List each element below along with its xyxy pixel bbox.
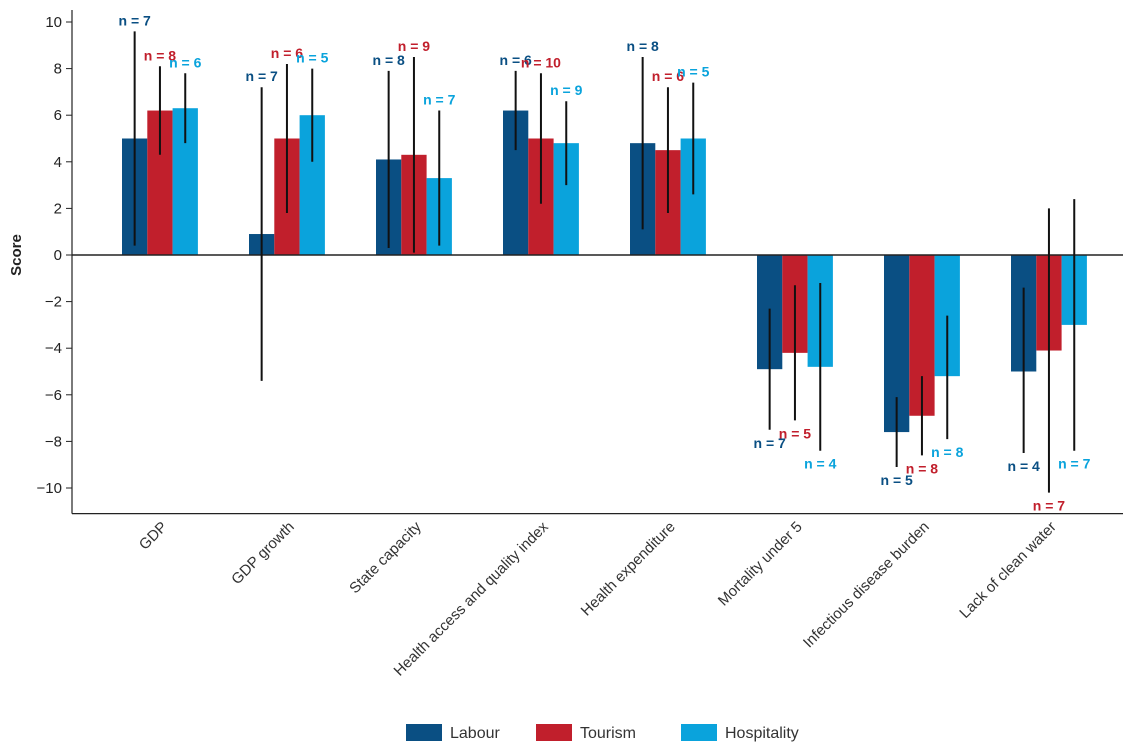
y-tick-label: −2 bbox=[45, 294, 62, 311]
x-tick-label: Health access and quality index bbox=[391, 518, 553, 680]
n-label: n = 6 bbox=[169, 54, 202, 70]
n-label: n = 6 bbox=[500, 52, 533, 68]
n-label: n = 5 bbox=[881, 472, 914, 488]
legend-label: Labour bbox=[450, 725, 500, 742]
n-label: n = 7 bbox=[246, 68, 279, 84]
legend-swatch bbox=[681, 724, 717, 741]
n-label: n = 9 bbox=[550, 82, 583, 98]
y-tick-label: −8 bbox=[45, 433, 62, 450]
axes-group: −10 −8 −6 −4 −2 0 2 4 6 8 10 bbox=[37, 10, 1123, 515]
x-tick-label: Mortality under 5 bbox=[715, 518, 806, 609]
n-label: n = 8 bbox=[144, 47, 177, 63]
error-bars-group bbox=[133, 31, 1076, 493]
n-label: n = 8 bbox=[931, 444, 964, 460]
legend-swatch bbox=[406, 724, 442, 741]
y-tick-label: 0 bbox=[54, 247, 62, 264]
n-label: n = 4 bbox=[1008, 458, 1041, 474]
n-label: n = 6 bbox=[652, 68, 685, 84]
n-label: n = 7 bbox=[1058, 456, 1091, 472]
legend-label: Hospitality bbox=[725, 725, 799, 742]
bars-group bbox=[122, 108, 1087, 433]
n-label: n = 5 bbox=[779, 425, 812, 441]
n-label: n = 8 bbox=[627, 38, 660, 54]
n-label: n = 8 bbox=[373, 52, 406, 68]
y-tick-label: −10 bbox=[37, 480, 62, 497]
n-label: n = 5 bbox=[677, 64, 710, 80]
y-tick-label: 4 bbox=[54, 154, 62, 171]
legend-label: Tourism bbox=[580, 725, 636, 742]
n-label: n = 7 bbox=[423, 92, 456, 108]
x-tick-label: Lack of clean water bbox=[956, 518, 1059, 621]
x-tick-label: Health expenditure bbox=[578, 518, 679, 619]
y-tick-label: 2 bbox=[54, 200, 62, 217]
n-label: n = 4 bbox=[804, 456, 837, 472]
legend-swatch bbox=[536, 724, 572, 741]
n-label: n = 7 bbox=[119, 12, 152, 28]
n-label: n = 8 bbox=[906, 460, 939, 476]
n-label: n = 10 bbox=[521, 54, 561, 70]
n-label: n = 7 bbox=[754, 435, 787, 451]
n-label: n = 5 bbox=[296, 50, 329, 66]
n-label: n = 9 bbox=[398, 38, 431, 54]
y-tick-label: −4 bbox=[45, 340, 62, 357]
x-tick-label: State capacity bbox=[346, 518, 425, 597]
legend: Labour Tourism Hospitality bbox=[406, 724, 799, 742]
y-tick-label: 6 bbox=[54, 107, 62, 124]
y-axis-label: Score bbox=[8, 234, 25, 276]
y-tick-label: 10 bbox=[45, 14, 62, 31]
x-tick-label: GDP bbox=[136, 518, 171, 553]
x-tick-label: GDP growth bbox=[228, 518, 298, 588]
x-tick-label: Infectious disease burden bbox=[800, 518, 933, 651]
y-tick-label: 8 bbox=[54, 61, 62, 78]
n-label: n = 6 bbox=[271, 45, 304, 61]
y-tick-label: −6 bbox=[45, 387, 62, 404]
n-label: n = 7 bbox=[1033, 498, 1066, 514]
